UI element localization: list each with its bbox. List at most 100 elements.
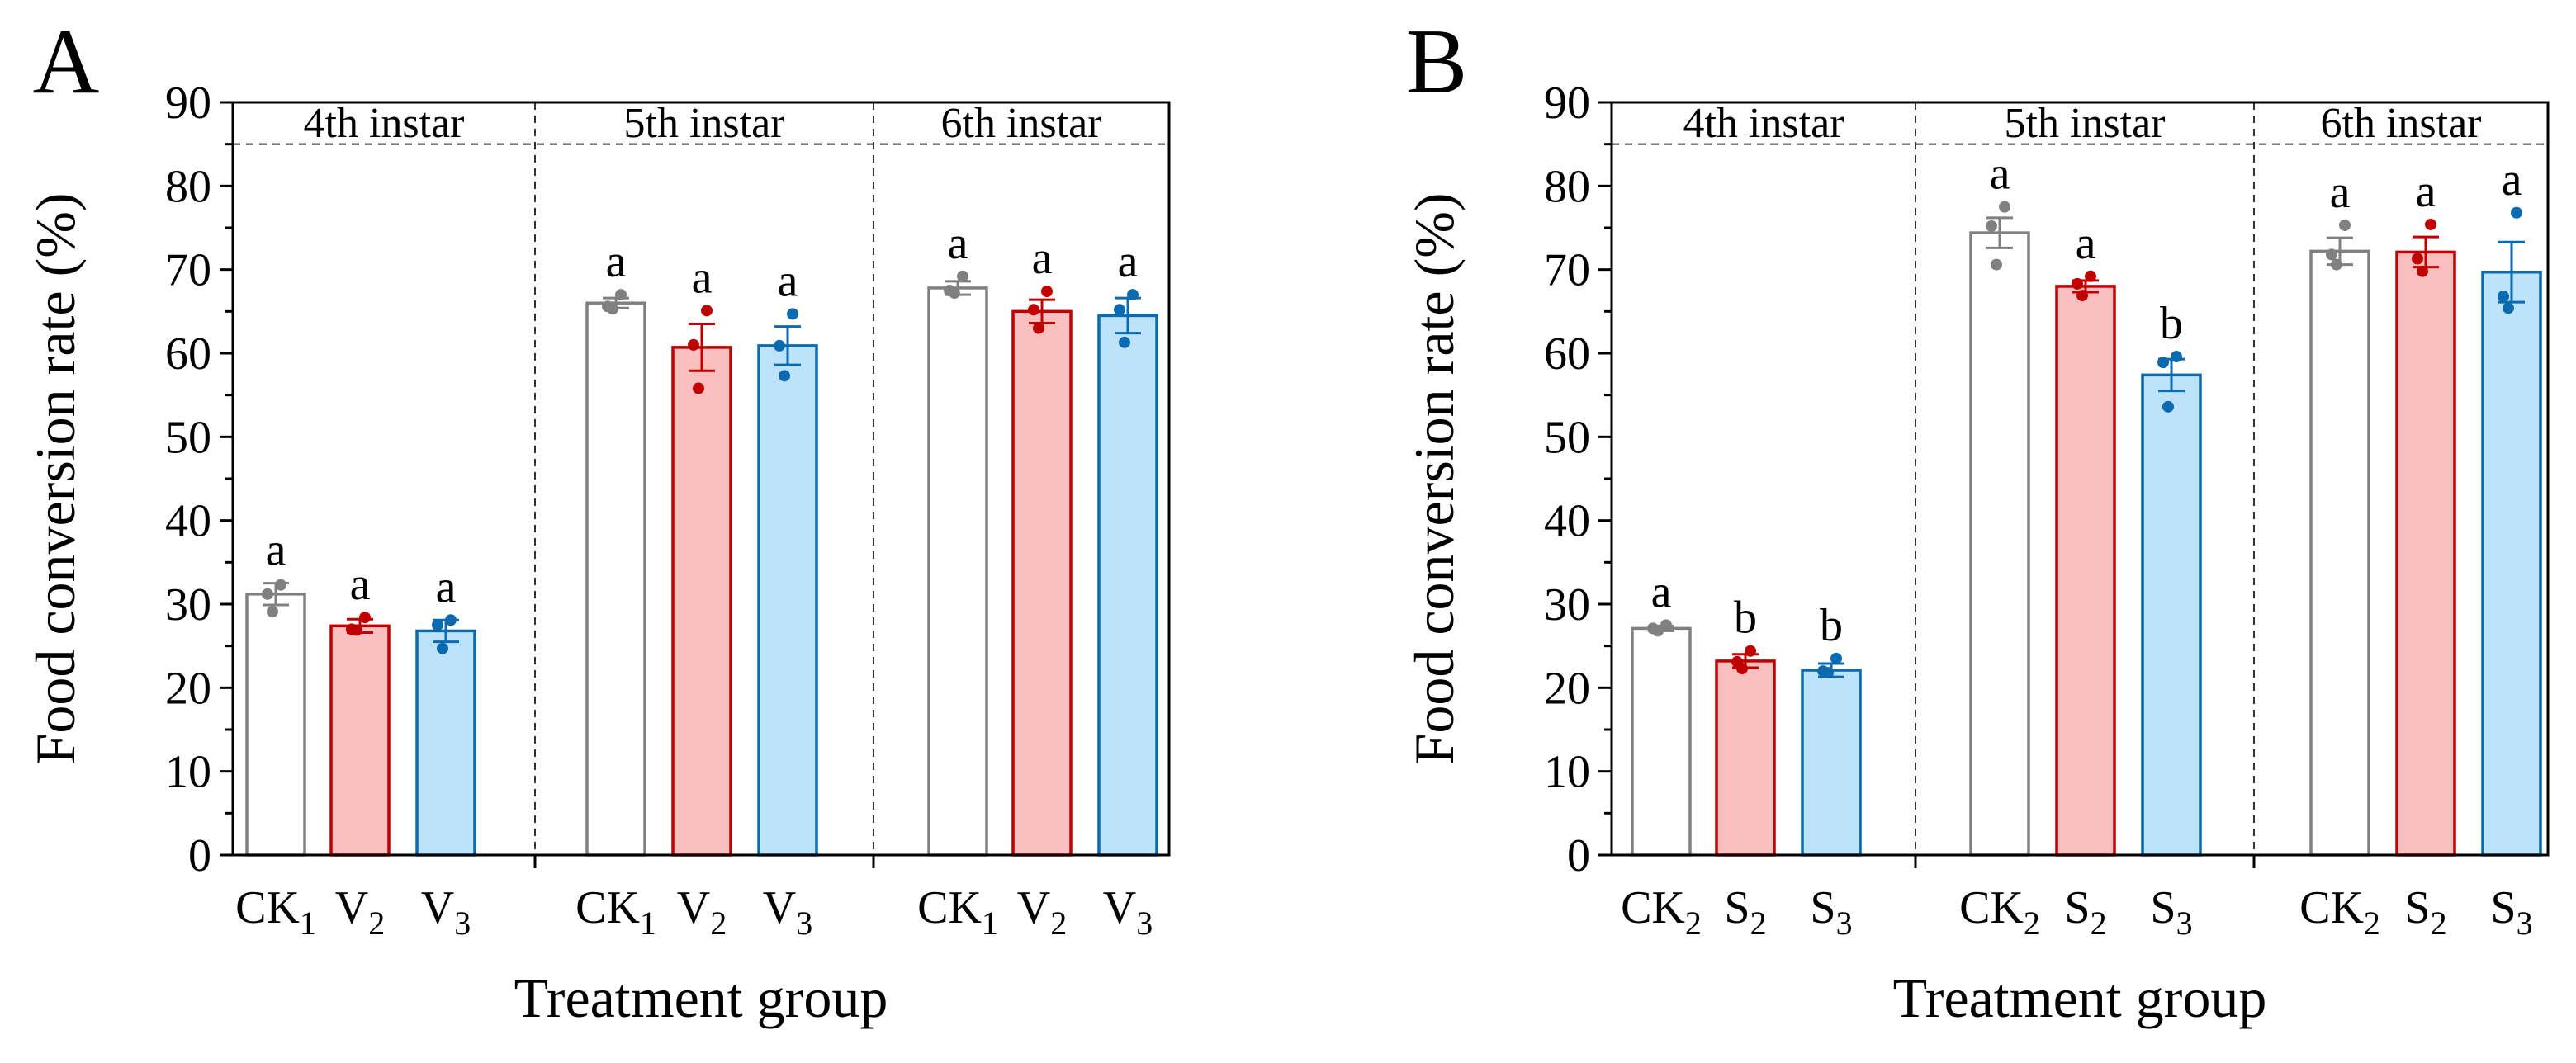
x-tick-main: S — [2064, 882, 2090, 933]
y-tick-label: 90 — [165, 78, 211, 129]
x-tick-main: V — [1103, 882, 1136, 933]
y-tick-label: 30 — [1544, 579, 1590, 631]
data-point — [701, 305, 713, 317]
significance-letter: a — [778, 255, 798, 306]
x-tick-label: V3 — [763, 882, 812, 942]
group-label: 5th instar — [624, 100, 785, 147]
x-axis-title: Treatment group — [1893, 966, 2267, 1029]
y-tick-label: 10 — [1544, 747, 1590, 798]
x-tick-main: V — [677, 882, 710, 933]
x-tick-subscript: 2 — [368, 905, 385, 942]
significance-letter: a — [350, 559, 371, 610]
data-point — [2339, 219, 2351, 231]
x-tick-main: CK — [235, 882, 300, 933]
x-tick-subscript: 3 — [454, 905, 471, 942]
data-point — [693, 382, 704, 394]
group-label: 4th instar — [304, 100, 465, 147]
x-tick-main: S — [2404, 882, 2430, 933]
data-point — [2331, 258, 2342, 271]
x-tick-main: CK — [2299, 882, 2364, 933]
data-point — [2072, 277, 2083, 290]
x-tick-label: V2 — [335, 882, 385, 942]
significance-letter: a — [1990, 149, 2010, 200]
significance-letter: a — [2330, 167, 2351, 218]
bar — [2309, 249, 2370, 857]
x-tick-main: S — [2150, 882, 2176, 933]
significance-letter: a — [1118, 236, 1139, 287]
x-tick-label: S2 — [2404, 882, 2446, 942]
data-point — [615, 289, 627, 301]
y-tick-label: 20 — [1544, 663, 1590, 714]
y-tick-label: 10 — [165, 747, 211, 798]
x-tick-subscript: 3 — [1136, 905, 1153, 942]
x-tick-label: CK1 — [917, 882, 998, 942]
x-tick-main: CK — [1621, 882, 1685, 933]
data-point — [445, 614, 457, 626]
group-label: 5th instar — [2005, 100, 2166, 147]
significance-letter: a — [606, 236, 627, 287]
y-tick-label: 0 — [1567, 830, 1590, 881]
y-tick-label: 0 — [188, 830, 211, 881]
x-tick-subscript: 1 — [982, 905, 998, 942]
data-point — [2417, 265, 2428, 277]
bar — [1801, 669, 1862, 857]
y-axis-title: Food conversion rate (%) — [24, 192, 87, 764]
y-tick-label: 30 — [165, 579, 211, 631]
x-tick-main: V — [763, 882, 796, 933]
significance-letter: a — [2076, 218, 2096, 269]
bar — [1011, 309, 1073, 857]
bar — [2141, 373, 2202, 857]
group-label: 6th instar — [2321, 100, 2482, 147]
data-point — [1830, 652, 1842, 664]
panel-label: A — [33, 11, 100, 113]
panel-label: B — [1406, 11, 1468, 113]
x-tick-label: V3 — [1103, 882, 1153, 942]
bar — [2055, 285, 2116, 857]
data-point — [351, 624, 362, 636]
bar — [757, 344, 818, 857]
x-tick-label: S2 — [2064, 882, 2106, 942]
x-tick-main: CK — [917, 882, 982, 933]
x-tick-main: CK — [1959, 882, 2024, 933]
data-point — [2503, 302, 2514, 314]
data-point — [275, 579, 286, 591]
bar — [415, 629, 476, 857]
x-tick-subscript: 2 — [2431, 905, 2447, 942]
bar — [927, 286, 988, 857]
data-point — [607, 303, 618, 315]
x-tick-label: S2 — [1724, 882, 1766, 942]
x-tick-main: S — [1810, 882, 1835, 933]
x-tick-main: S — [1724, 882, 1750, 933]
significance-letter: a — [692, 252, 713, 303]
data-point — [1991, 258, 2002, 271]
data-point — [779, 370, 790, 382]
x-tick-label: V2 — [1017, 882, 1067, 942]
x-tick-subscript: 2 — [1685, 905, 1702, 942]
significance-letter: b — [1820, 600, 1843, 651]
bar — [2395, 250, 2456, 857]
data-point — [1119, 336, 1130, 348]
data-point — [774, 339, 785, 352]
significance-letter: a — [948, 218, 968, 269]
y-tick-label: 50 — [165, 412, 211, 463]
bar — [2481, 270, 2542, 857]
y-tick-label: 80 — [165, 161, 211, 212]
y-tick-label: 60 — [165, 328, 211, 380]
significance-letter: a — [1651, 566, 1672, 617]
data-point — [1127, 289, 1139, 301]
x-tick-label: S3 — [1810, 882, 1852, 942]
y-tick-label: 70 — [1544, 245, 1590, 296]
group-label: 4th instar — [1683, 100, 1844, 147]
significance-letter: a — [1032, 233, 1053, 284]
data-point — [432, 619, 443, 631]
significance-letter: a — [2502, 154, 2522, 206]
data-point — [2498, 291, 2509, 303]
data-point — [359, 612, 371, 624]
y-tick-label: 90 — [1544, 78, 1590, 129]
x-tick-label: V2 — [677, 882, 727, 942]
x-tick-label: V3 — [421, 882, 471, 942]
x-tick-label: CK1 — [575, 882, 656, 942]
x-tick-label: S3 — [2150, 882, 2192, 942]
